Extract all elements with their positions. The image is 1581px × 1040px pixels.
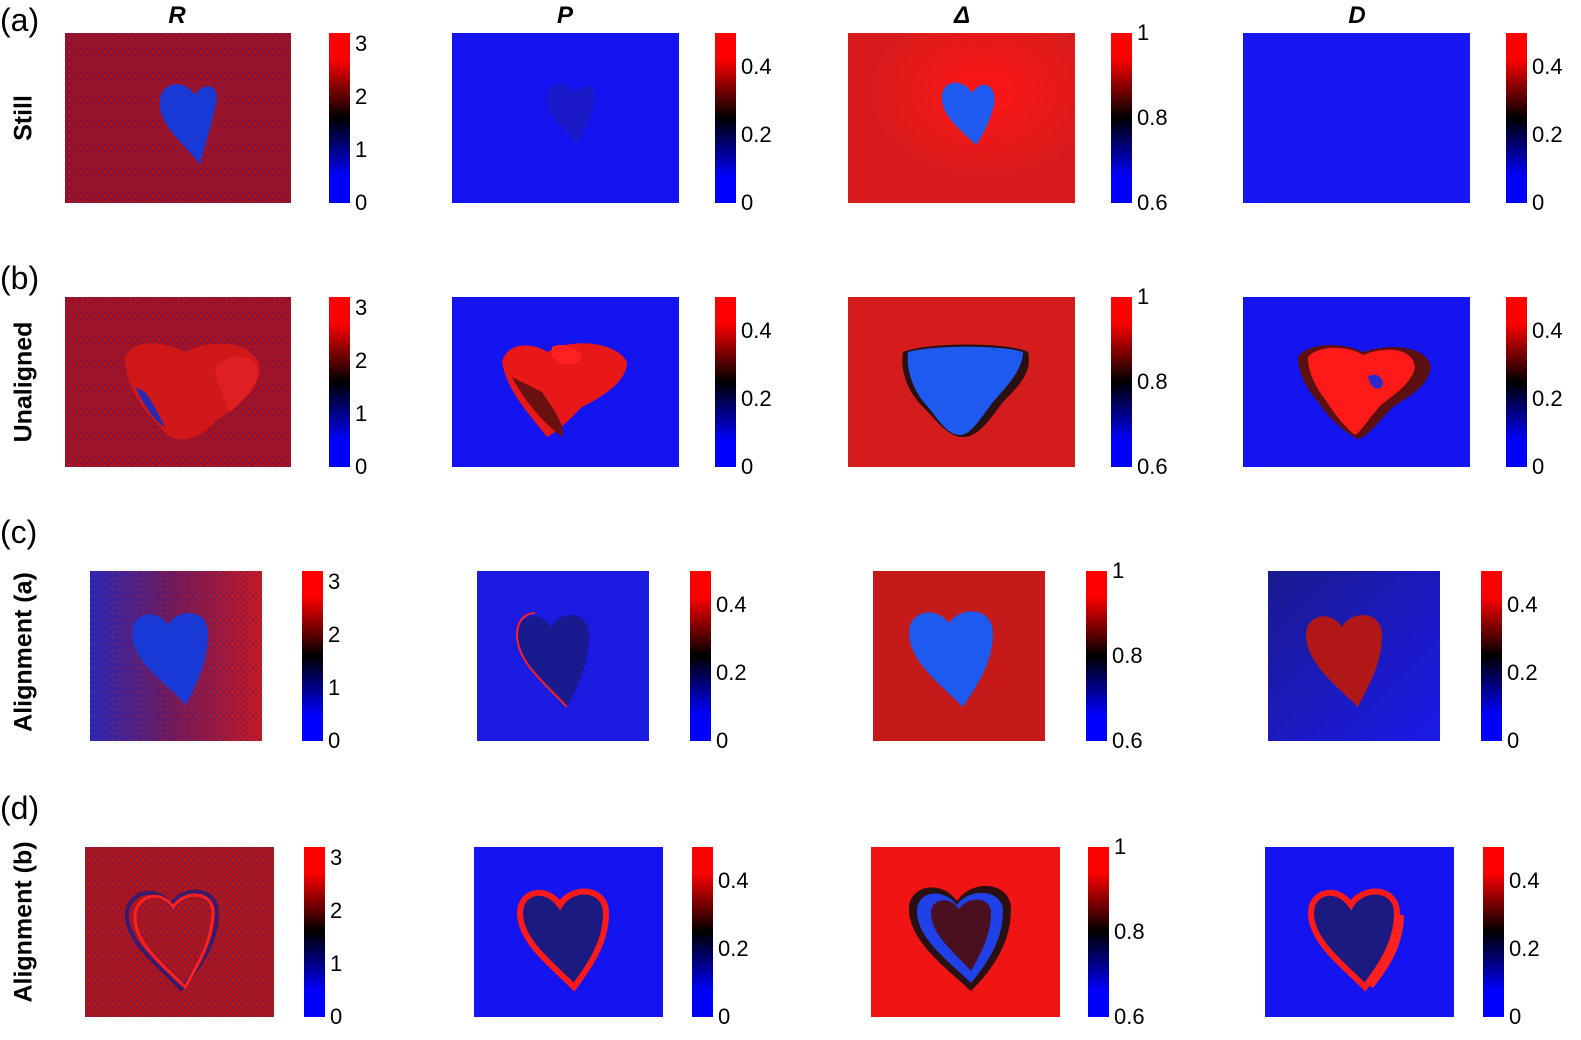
image-alignment-b-p <box>474 847 663 1017</box>
column-header-delta: Δ <box>953 2 971 29</box>
colorbar-tick-label-unaligned-r-2: 2 <box>355 347 368 373</box>
image-still-delta <box>848 33 1075 203</box>
image-alignment-b-delta <box>871 847 1060 1017</box>
colorbar-tick-label-unaligned-r-0: 0 <box>355 454 368 479</box>
colorbar-tick-label-alignment-a-d-0: 0 <box>1507 728 1520 753</box>
column-header-r: R <box>168 2 186 29</box>
colorbar-alignment-a-r <box>302 571 323 741</box>
colorbar-tick-label-still-r-2: 2 <box>355 83 368 109</box>
image-alignment-a-d <box>1268 571 1440 741</box>
image-unaligned-delta <box>848 297 1075 467</box>
colorbar-still-d <box>1506 33 1527 203</box>
image-alignment-b-r <box>85 847 274 1017</box>
colorbar-tick-label-alignment-a-delta-2: 1 <box>1112 558 1125 583</box>
colorbar-tick-label-still-d-2: 0.4 <box>1532 54 1563 79</box>
panel-letter-d: (d) <box>0 790 40 826</box>
colorbar-alignment-b-p <box>692 847 713 1017</box>
colorbar-tick-label-alignment-b-d-1: 0.2 <box>1509 936 1540 961</box>
image-still-r <box>65 33 291 203</box>
image-still-p <box>452 33 679 203</box>
colorbar-alignment-b-d <box>1483 847 1504 1017</box>
colorbar-tick-label-alignment-b-delta-2: 1 <box>1114 834 1127 859</box>
colorbar-tick-label-still-r-1: 1 <box>355 136 368 162</box>
image-still-d <box>1243 33 1470 203</box>
colorbar-tick-label-still-p-0: 0 <box>741 190 754 215</box>
colorbar-tick-label-still-p-1: 0.2 <box>741 122 772 147</box>
colorbar-tick-label-alignment-b-r-0: 0 <box>330 1004 343 1029</box>
colorbar-alignment-a-d <box>1481 571 1502 741</box>
colorbar-tick-label-unaligned-d-0: 0 <box>1532 454 1545 479</box>
colorbar-unaligned-p <box>715 297 736 467</box>
colorbar-tick-label-unaligned-delta-1: 0.8 <box>1137 369 1168 394</box>
colorbar-alignment-a-p <box>690 571 711 741</box>
column-header-p: P <box>556 2 573 29</box>
image-unaligned-r <box>65 297 291 467</box>
colorbar-tick-label-alignment-b-r-1: 1 <box>330 950 343 976</box>
colorbar-tick-label-still-p-2: 0.4 <box>741 54 772 79</box>
colorbar-tick-label-alignment-a-p-1: 0.2 <box>716 660 747 685</box>
colorbar-tick-label-still-r-0: 0 <box>355 190 368 215</box>
colorbar-tick-label-still-delta-1: 0.8 <box>1137 105 1168 130</box>
colorbar-tick-label-still-d-0: 0 <box>1532 190 1545 215</box>
colorbar-unaligned-delta <box>1111 297 1132 467</box>
colorbar-tick-label-unaligned-r-3: 3 <box>355 294 368 320</box>
colorbar-tick-label-still-r-3: 3 <box>355 30 368 56</box>
colorbar-tick-label-alignment-b-d-0: 0 <box>1509 1004 1522 1029</box>
colorbar-tick-label-alignment-a-p-2: 0.4 <box>716 592 747 617</box>
image-alignment-a-p <box>477 571 649 741</box>
colorbar-still-r <box>329 33 350 203</box>
colorbar-tick-label-alignment-b-p-0: 0 <box>718 1004 731 1029</box>
colorbar-still-delta <box>1111 33 1132 203</box>
colorbar-alignment-a-delta <box>1086 571 1107 741</box>
colorbar-tick-label-alignment-a-delta-0: 0.6 <box>1112 728 1143 753</box>
colorbar-tick-label-unaligned-p-1: 0.2 <box>741 386 772 411</box>
colorbar-tick-label-still-delta-0: 0.6 <box>1137 190 1168 215</box>
colorbar-unaligned-r <box>329 297 350 467</box>
colorbar-still-p <box>715 33 736 203</box>
colorbar-tick-label-still-d-1: 0.2 <box>1532 122 1563 147</box>
colorbar-tick-label-alignment-b-p-2: 0.4 <box>718 868 749 893</box>
colorbar-tick-label-alignment-b-d-2: 0.4 <box>1509 868 1540 893</box>
image-alignment-a-delta <box>873 571 1045 741</box>
colorbar-tick-label-alignment-a-r-0: 0 <box>328 728 341 753</box>
colorbar-tick-label-alignment-a-d-1: 0.2 <box>1507 660 1538 685</box>
colorbar-tick-label-unaligned-r-1: 1 <box>355 400 368 426</box>
image-unaligned-d <box>1243 297 1470 467</box>
row-label-unaligned: Unaligned <box>9 321 38 443</box>
colorbar-tick-label-alignment-b-p-1: 0.2 <box>718 936 749 961</box>
panel-letter-a: (a) <box>0 2 40 38</box>
colorbar-tick-label-unaligned-p-2: 0.4 <box>741 318 772 343</box>
column-header-d: D <box>1348 2 1366 29</box>
colorbar-alignment-b-delta <box>1088 847 1109 1017</box>
colorbar-tick-label-alignment-a-p-0: 0 <box>716 728 729 753</box>
colorbar-unaligned-d <box>1506 297 1527 467</box>
colorbar-tick-label-unaligned-d-2: 0.4 <box>1532 318 1563 343</box>
colorbar-tick-label-unaligned-delta-2: 1 <box>1137 284 1150 309</box>
colorbar-tick-label-alignment-a-r-1: 1 <box>328 674 341 700</box>
colorbar-tick-label-still-delta-2: 1 <box>1137 20 1150 45</box>
image-alignment-a-r <box>90 571 262 741</box>
colorbar-tick-label-alignment-b-delta-0: 0.6 <box>1114 1004 1145 1029</box>
image-alignment-b-d <box>1265 847 1454 1017</box>
colorbar-alignment-b-r <box>304 847 325 1017</box>
colorbar-tick-label-alignment-a-d-2: 0.4 <box>1507 592 1538 617</box>
colorbar-tick-label-alignment-a-r-2: 2 <box>328 621 341 647</box>
colorbar-tick-label-alignment-a-r-3: 3 <box>328 568 341 594</box>
row-label-still: Still <box>9 95 38 141</box>
colorbar-tick-label-unaligned-d-1: 0.2 <box>1532 386 1563 411</box>
colorbar-tick-label-alignment-b-delta-1: 0.8 <box>1114 919 1145 944</box>
colorbar-tick-label-unaligned-p-0: 0 <box>741 454 754 479</box>
row-label-alignment-a: Alignment (a) <box>9 572 38 732</box>
colorbar-tick-label-alignment-b-r-3: 3 <box>330 844 343 870</box>
colorbar-tick-label-unaligned-delta-0: 0.6 <box>1137 454 1168 479</box>
panel-letter-c: (c) <box>0 514 38 550</box>
image-unaligned-p <box>452 297 679 467</box>
panel-letter-b: (b) <box>0 260 40 296</box>
colorbar-tick-label-alignment-b-r-2: 2 <box>330 897 343 923</box>
row-label-alignment-b: Alignment (b) <box>9 841 38 1003</box>
colorbar-tick-label-alignment-a-delta-1: 0.8 <box>1112 643 1143 668</box>
